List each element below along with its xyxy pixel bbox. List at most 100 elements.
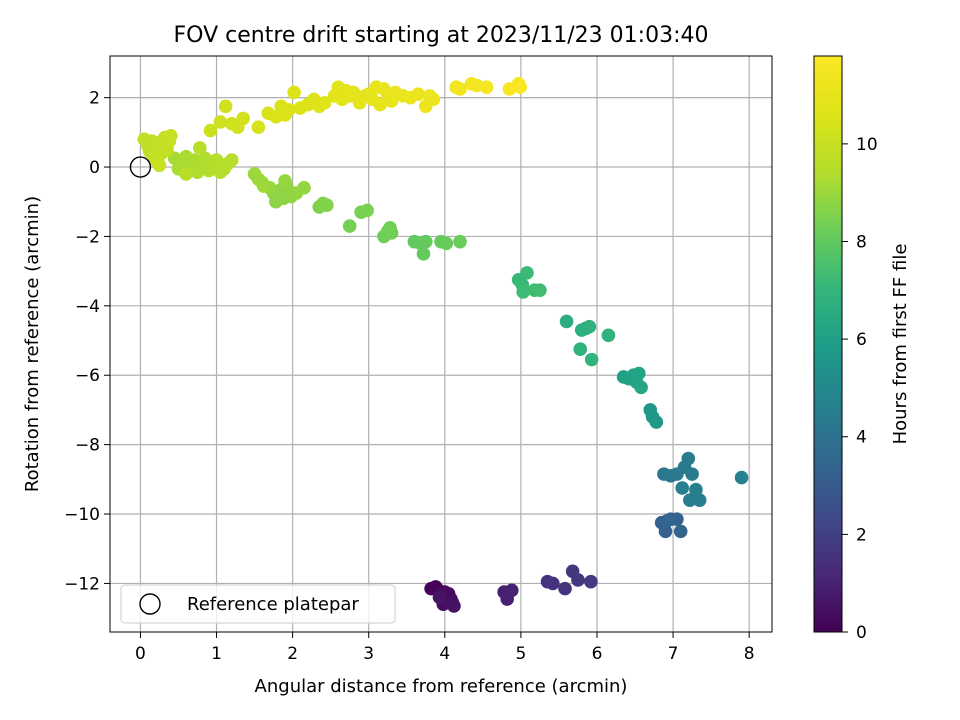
data-point xyxy=(218,99,233,114)
x-axis-label: Angular distance from reference (arcmin) xyxy=(255,676,628,697)
data-point xyxy=(317,96,332,110)
data-point xyxy=(681,451,696,466)
x-tick-label: 8 xyxy=(744,644,755,664)
data-point xyxy=(346,85,361,100)
x-tick-label: 5 xyxy=(515,644,526,664)
data-point xyxy=(584,352,599,367)
x-tick-label: 2 xyxy=(287,644,298,664)
data-point xyxy=(373,97,387,112)
legend-label: Reference platepar xyxy=(187,594,359,615)
colorbar-tick-label: 10 xyxy=(856,135,878,155)
data-point xyxy=(203,123,218,138)
data-point xyxy=(658,524,673,539)
legend: Reference platepar xyxy=(120,584,396,624)
data-point xyxy=(278,174,292,188)
y-tick-label: −4 xyxy=(75,297,100,317)
data-point xyxy=(546,576,560,591)
chart-title: FOV centre drift starting at 2023/11/23 … xyxy=(174,23,709,48)
x-tick-label: 7 xyxy=(668,644,679,664)
data-point xyxy=(152,158,167,173)
reference-marker xyxy=(129,156,152,178)
data-point xyxy=(192,141,207,155)
colorbar-gradient xyxy=(814,56,842,632)
y-tick-label: 2 xyxy=(89,89,100,109)
data-point xyxy=(734,470,749,485)
data-point xyxy=(533,283,547,298)
y-tick-label: −6 xyxy=(75,366,100,386)
data-point xyxy=(685,467,699,481)
data-point xyxy=(256,179,271,193)
y-tick-label: −10 xyxy=(64,505,100,525)
data-point xyxy=(179,167,193,181)
data-point xyxy=(520,266,534,280)
data-point xyxy=(675,481,690,495)
colorbar-ticks: 0 2 4 6 8 10 xyxy=(842,135,878,643)
plot-frame xyxy=(109,55,773,633)
data-point xyxy=(632,366,646,381)
y-tick-label: 0 xyxy=(89,158,100,178)
data-point xyxy=(649,415,664,429)
colorbar-tick-label: 6 xyxy=(856,330,867,350)
data-point xyxy=(360,203,374,218)
data-point xyxy=(213,115,228,129)
data-point xyxy=(673,524,688,539)
data-point xyxy=(224,153,239,167)
legend-marker xyxy=(139,593,161,615)
data-point xyxy=(287,85,301,100)
colorbar-tick-label: 2 xyxy=(856,525,867,545)
data-point xyxy=(692,493,707,507)
data-point xyxy=(573,342,588,357)
data-point xyxy=(479,80,494,95)
data-point xyxy=(504,583,519,598)
x-tick-label: 3 xyxy=(363,644,374,664)
data-point xyxy=(236,111,250,126)
data-point xyxy=(384,226,399,240)
y-tick-label: −2 xyxy=(75,227,100,247)
x-tick-label: 4 xyxy=(439,644,450,664)
grid xyxy=(110,56,772,632)
data-point xyxy=(164,129,178,143)
data-point xyxy=(282,102,296,117)
legend-box xyxy=(120,584,396,624)
colorbar-tick-label: 4 xyxy=(856,428,867,448)
data-point xyxy=(297,181,311,195)
points xyxy=(129,76,749,613)
x-tick-label: 0 xyxy=(135,644,146,664)
axis-ticks: 0 1 2 3 4 5 6 7 8 −12 −10 −8 −6 −4 −2 0 2 xyxy=(64,89,754,664)
data-point xyxy=(418,234,433,249)
colorbar-tick-label: 8 xyxy=(856,232,867,252)
colorbar-label: Hours from first FF file xyxy=(890,244,911,445)
data-point xyxy=(447,599,461,613)
data-point xyxy=(559,314,574,329)
data-point xyxy=(513,80,527,95)
data-point xyxy=(601,328,616,343)
data-point xyxy=(584,574,598,589)
x-tick-label: 1 xyxy=(211,644,222,664)
data-point xyxy=(634,380,648,395)
data-point xyxy=(453,82,467,96)
data-point xyxy=(582,319,597,334)
y-tick-label: −8 xyxy=(75,436,100,456)
data-point xyxy=(683,493,697,507)
data-point xyxy=(416,246,431,261)
data-point xyxy=(660,514,674,528)
data-point xyxy=(432,590,447,605)
colorbar: 0 2 4 6 8 10 Hours from first FF file xyxy=(813,55,911,643)
data-point xyxy=(342,219,357,233)
data-point xyxy=(571,573,585,587)
colorbar-tick-label: 0 xyxy=(856,623,867,643)
data-point xyxy=(426,92,441,107)
y-axis-label: Rotation from reference (arcmin) xyxy=(22,196,43,492)
data-point xyxy=(251,120,266,134)
data-point xyxy=(516,285,530,299)
data-point xyxy=(453,234,467,249)
colorbar-frame xyxy=(813,55,843,633)
x-tick-label: 6 xyxy=(592,644,603,664)
data-point xyxy=(320,198,334,213)
data-point xyxy=(411,87,425,101)
data-point xyxy=(689,482,703,497)
data-point xyxy=(558,581,572,596)
y-tick-label: −12 xyxy=(64,574,100,594)
data-point xyxy=(439,236,454,251)
